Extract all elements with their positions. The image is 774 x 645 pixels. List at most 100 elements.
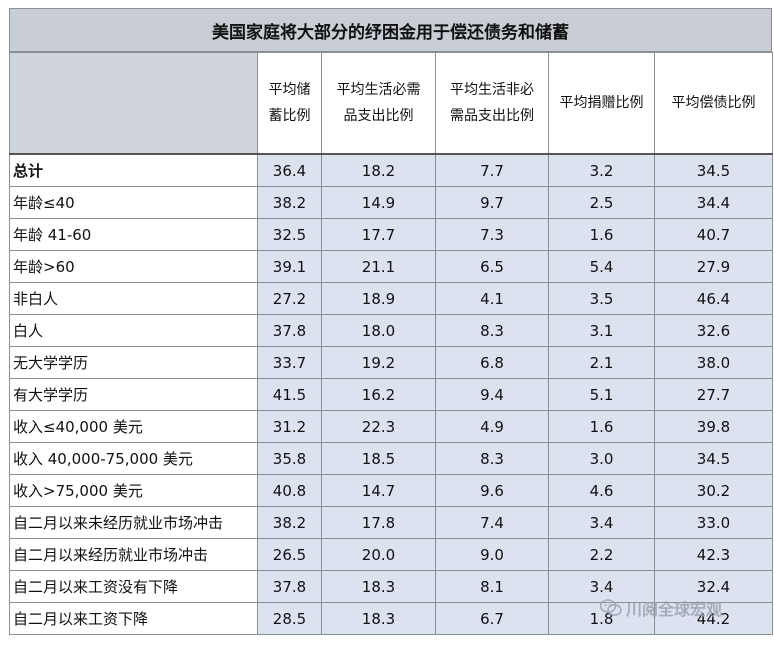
table-cell: 38.0 — [654, 346, 773, 379]
table-cell: 7.7 — [435, 153, 549, 187]
column-header-line: 平均生活非必 — [450, 82, 534, 98]
table-cell: 14.7 — [321, 474, 436, 507]
table-title: 美国家庭将大部分的纾困金用于偿还债务和储蓄 — [9, 8, 772, 52]
table-cell: 18.3 — [321, 602, 436, 635]
table-cell: 32.6 — [654, 314, 773, 347]
table-row: 自二月以来工资没有下降 37.8 18.3 8.1 3.4 32.4 — [9, 570, 773, 603]
table-cell: 18.0 — [321, 314, 436, 347]
table-cell: 4.6 — [548, 474, 655, 507]
table-cell: 3.0 — [548, 442, 655, 475]
table-cell: 20.0 — [321, 538, 436, 571]
table-cell: 14.9 — [321, 186, 436, 219]
row-label: 年龄 41-60 — [9, 218, 258, 251]
table-cell: 8.1 — [435, 570, 549, 603]
table-cell: 39.8 — [654, 410, 773, 443]
table-cell: 7.4 — [435, 506, 549, 539]
table-cell: 2.2 — [548, 538, 655, 571]
table-cell: 40.7 — [654, 218, 773, 251]
table-cell: 6.5 — [435, 250, 549, 283]
table-row: 年龄>60 39.1 21.1 6.5 5.4 27.9 — [9, 250, 773, 283]
table-cell: 9.6 — [435, 474, 549, 507]
table-cell: 1.6 — [548, 218, 655, 251]
table-row: 收入>75,000 美元 40.8 14.7 9.6 4.6 30.2 — [9, 474, 773, 507]
table-cell: 6.7 — [435, 602, 549, 635]
row-label: 自二月以来工资下降 — [9, 602, 258, 635]
column-header-line: 需品支出比例 — [450, 108, 534, 124]
table-cell: 3.2 — [548, 153, 655, 187]
column-header-3: 平均生活非必 需品支出比例 — [435, 52, 549, 155]
row-label: 年龄≤40 — [9, 186, 258, 219]
table-cell: 30.2 — [654, 474, 773, 507]
table-cell: 3.5 — [548, 282, 655, 315]
table-cell: 16.2 — [321, 378, 436, 411]
column-header-5: 平均偿债比例 — [654, 52, 773, 155]
table-cell: 36.4 — [257, 153, 322, 187]
table-cell: 5.1 — [548, 378, 655, 411]
column-header-1: 平均储 蓄比例 — [257, 52, 322, 155]
table-cell: 3.1 — [548, 314, 655, 347]
table-cell: 21.1 — [321, 250, 436, 283]
table-cell: 18.2 — [321, 153, 436, 187]
column-header-line: 蓄比例 — [268, 108, 311, 124]
table-cell: 27.7 — [654, 378, 773, 411]
table-row: 自二月以来经历就业市场冲击 26.5 20.0 9.0 2.2 42.3 — [9, 538, 773, 571]
row-label: 收入 40,000-75,000 美元 — [9, 442, 258, 475]
header-row: 平均储 蓄比例 平均生活必需 品支出比例 平均生活非必 需品支出比例 平均捐赠比例 平均偿债比… — [9, 52, 773, 155]
row-label: 总计 — [9, 153, 258, 187]
row-label: 白人 — [9, 314, 258, 347]
column-header-2: 平均生活必需 品支出比例 — [321, 52, 436, 155]
table-cell: 33.7 — [257, 346, 322, 379]
table-cell: 5.4 — [548, 250, 655, 283]
watermark: 川阅全球宏观 — [600, 596, 722, 620]
table-cell: 3.4 — [548, 506, 655, 539]
table-cell: 8.3 — [435, 442, 549, 475]
table-cell: 42.3 — [654, 538, 773, 571]
row-label: 年龄>60 — [9, 250, 258, 283]
table-cell: 9.7 — [435, 186, 549, 219]
table-cell: 9.4 — [435, 378, 549, 411]
table-row: 有大学学历 41.5 16.2 9.4 5.1 27.7 — [9, 378, 773, 411]
table-cell: 46.4 — [654, 282, 773, 315]
table-cell: 18.5 — [321, 442, 436, 475]
table-cell: 37.8 — [257, 314, 322, 347]
table-cell: 18.3 — [321, 570, 436, 603]
table-cell: 17.8 — [321, 506, 436, 539]
table-cell: 22.3 — [321, 410, 436, 443]
table-cell: 39.1 — [257, 250, 322, 283]
table-cell: 41.5 — [257, 378, 322, 411]
table-cell: 19.2 — [321, 346, 436, 379]
header-corner — [9, 52, 258, 155]
row-label: 非白人 — [9, 282, 258, 315]
row-label: 无大学学历 — [9, 346, 258, 379]
column-header-line: 平均捐赠比例 — [559, 95, 644, 111]
table-cell: 18.9 — [321, 282, 436, 315]
table-cell: 40.8 — [257, 474, 322, 507]
table-cell: 27.2 — [257, 282, 322, 315]
table-cell: 32.4 — [654, 570, 773, 603]
table-cell: 32.5 — [257, 218, 322, 251]
table-cell: 34.5 — [654, 442, 773, 475]
table-row: 非白人 27.2 18.9 4.1 3.5 46.4 — [9, 282, 773, 315]
table-cell: 7.3 — [435, 218, 549, 251]
table-row: 自二月以来未经历就业市场冲击 38.2 17.8 7.4 3.4 33.0 — [9, 506, 773, 539]
table-cell: 8.3 — [435, 314, 549, 347]
watermark-text: 川阅全球宏观 — [626, 600, 723, 619]
table-cell: 38.2 — [257, 506, 322, 539]
table-cell: 4.9 — [435, 410, 549, 443]
table-row: 总计 36.4 18.2 7.7 3.2 34.5 — [9, 153, 773, 187]
table-cell: 4.1 — [435, 282, 549, 315]
table-row: 收入≤40,000 美元 31.2 22.3 4.9 1.6 39.8 — [9, 410, 773, 443]
table-cell: 37.8 — [257, 570, 322, 603]
table-cell: 34.4 — [654, 186, 773, 219]
table-cell: 34.5 — [654, 153, 773, 187]
table-cell: 33.0 — [654, 506, 773, 539]
table-cell: 31.2 — [257, 410, 322, 443]
row-label: 自二月以来工资没有下降 — [9, 570, 258, 603]
column-header-line: 品支出比例 — [343, 108, 414, 124]
table-cell: 3.4 — [548, 570, 655, 603]
table-row: 无大学学历 33.7 19.2 6.8 2.1 38.0 — [9, 346, 773, 379]
table-cell: 44.2 — [654, 602, 773, 635]
column-header-line: 平均偿债比例 — [671, 95, 756, 111]
data-table-container: 美国家庭将大部分的纾困金用于偿还债务和储蓄 平均储 蓄比例 平均生活必需 品支出比例平… — [9, 8, 773, 635]
table-row: 自二月以来工资下降 28.5 18.3 6.7 1.8 44.2 — [9, 602, 773, 635]
